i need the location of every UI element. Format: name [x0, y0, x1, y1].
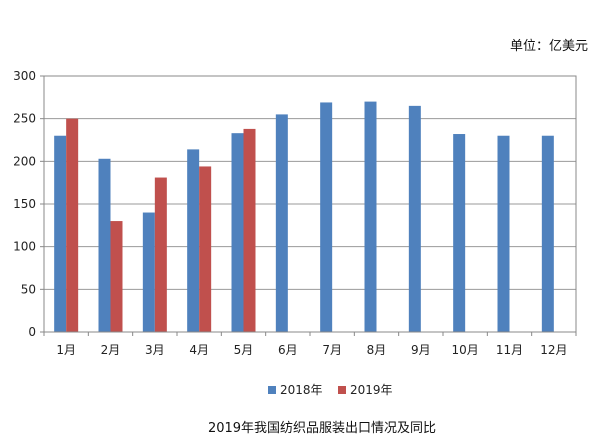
y-tick-label: 300: [13, 69, 36, 83]
bar-series-2-3: [154, 177, 167, 332]
chart-title: 2019年我国纺织品服装出口情况及同比: [208, 421, 436, 436]
bar-series-1-3: [142, 212, 155, 332]
bar-series-1-4: [187, 149, 200, 332]
x-tick-label: 10月: [452, 343, 479, 357]
x-tick-label: 2月: [101, 343, 121, 357]
y-axis-ticks: 0 50 100 150 200 250 300: [13, 69, 44, 339]
x-tick-label: 6月: [278, 343, 298, 357]
legend-label: 2018年: [280, 383, 323, 397]
bar-series-2-5: [243, 128, 256, 332]
y-tick-label: 0: [28, 325, 36, 339]
x-tick-label: 3月: [145, 343, 165, 357]
x-tick-label: 9月: [411, 343, 431, 357]
x-tick-label: 5月: [234, 343, 254, 357]
gridlines: [44, 118, 576, 290]
bar-series-1-9: [408, 105, 421, 332]
bars: [54, 101, 554, 333]
legend-label: 2019年: [350, 383, 393, 397]
legend: 2018年 2019年: [268, 383, 393, 397]
bar-series-1-12: [541, 135, 554, 332]
bar-series-1-1: [54, 135, 67, 332]
bar-series-1-10: [453, 134, 466, 332]
legend-swatch: [268, 386, 276, 394]
x-tick-label: 4月: [189, 343, 209, 357]
bar-series-1-11: [497, 135, 510, 332]
x-tick-label: 12月: [540, 343, 567, 357]
bar-series-1-6: [275, 114, 288, 333]
legend-swatch: [338, 386, 346, 394]
bar-series-1-5: [231, 133, 244, 332]
x-tick-label: 8月: [367, 343, 387, 357]
y-tick-label: 150: [13, 197, 36, 211]
y-tick-label: 200: [13, 154, 36, 168]
bar-series-2-4: [199, 166, 212, 332]
bar-series-2-2: [110, 221, 123, 332]
bar-series-2-1: [66, 118, 79, 333]
y-tick-label: 50: [21, 282, 36, 296]
plot-area-frame: [43, 75, 577, 333]
x-tick-label: 7月: [322, 343, 342, 357]
x-axis-ticks: 1月 2月 3月 4月 5月 6月 7月 8月 9月 10月 11月 12月: [43, 332, 577, 357]
bar-series-1-2: [98, 158, 111, 332]
bar-series-1-8: [364, 101, 377, 332]
x-tick-label: 11月: [496, 343, 523, 357]
x-tick-label: 1月: [56, 343, 76, 357]
y-tick-label: 250: [13, 112, 36, 126]
bar-series-1-7: [320, 102, 333, 332]
unit-label: 单位：亿美元: [510, 39, 588, 54]
y-tick-label: 100: [13, 240, 36, 254]
